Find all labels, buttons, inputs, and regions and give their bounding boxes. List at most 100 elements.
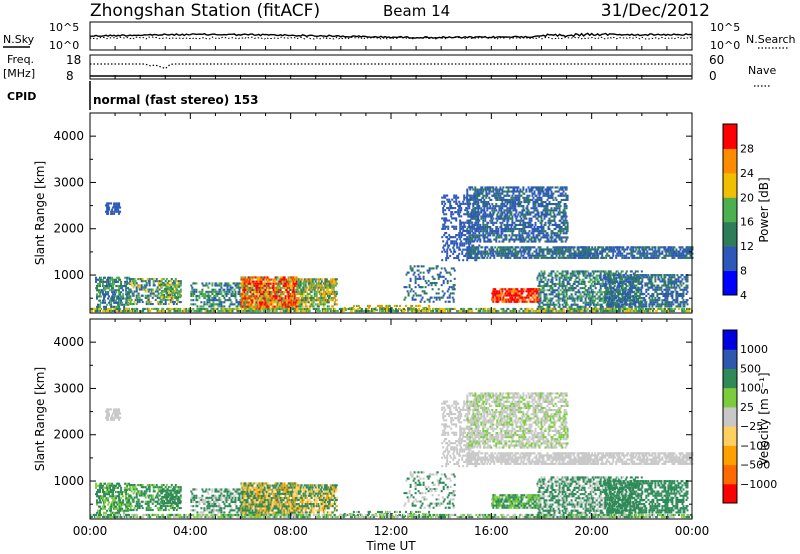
echo-cell: [518, 300, 521, 303]
echo-cell: [540, 223, 543, 226]
echo-cell: [469, 188, 472, 191]
echo-cell: [276, 293, 279, 296]
echo-cell: [111, 282, 114, 285]
echo-cell: [486, 194, 489, 197]
echo-cell: [220, 284, 223, 287]
echo-cell: [202, 294, 205, 297]
echo-cell: [555, 209, 558, 212]
echo-cell: [519, 211, 522, 214]
echo-cell: [497, 192, 500, 195]
echo-cell: [267, 295, 270, 298]
echo-cell: [474, 213, 477, 216]
echo-cell: [463, 196, 466, 199]
echo-cell: [100, 278, 102, 281]
echo-cell: [543, 282, 546, 285]
echo-cell: [540, 236, 543, 239]
echo-cell: [172, 280, 175, 283]
echo-cell: [448, 238, 451, 241]
echo-cell: [571, 270, 574, 273]
echo-cell: [518, 201, 521, 204]
echo-cell: [598, 282, 601, 285]
echo-cell: [322, 282, 325, 285]
echo-cell: [317, 282, 320, 285]
echo-cell: [466, 232, 469, 235]
echo-cell: [552, 289, 555, 292]
echo-cell: [546, 211, 549, 214]
echo-cell: [164, 289, 167, 292]
echo-cell: [513, 190, 516, 193]
echo-cell: [503, 300, 506, 303]
echo-cell: [138, 301, 141, 304]
echo-cell: [505, 300, 508, 303]
echo-cell: [578, 256, 581, 259]
echo-cell: [331, 299, 334, 302]
echo-cell: [238, 288, 241, 291]
echo-cell: [552, 223, 555, 226]
echo-cell: [252, 293, 255, 296]
echo-cell: [292, 301, 295, 304]
echo-cell: [563, 252, 566, 255]
echo-cell: [325, 290, 328, 293]
echo-cell: [612, 291, 615, 294]
echo-cell: [206, 299, 209, 302]
echo-cell: [111, 291, 114, 294]
echo-cell: [162, 282, 165, 285]
echo-cell: [254, 297, 257, 300]
echo-cell: [520, 194, 523, 197]
echo-cell: [563, 205, 566, 208]
echo-cell: [580, 299, 583, 302]
echo-cell: [539, 297, 542, 300]
echo-cell: [454, 207, 457, 210]
echo-cell: [170, 285, 173, 288]
echo-cell: [517, 190, 520, 193]
echo-cell: [476, 240, 479, 243]
echo-cell: [572, 248, 575, 251]
echo-cell: [322, 288, 325, 291]
echo-cell: [539, 299, 542, 302]
echo-cell: [517, 238, 520, 241]
echo-cell: [190, 290, 193, 293]
echo-cell: [442, 209, 445, 212]
echo-cell: [493, 298, 496, 301]
echo-cell: [109, 280, 112, 283]
echo-cell: [527, 213, 530, 216]
echo-cell: [152, 292, 155, 295]
echo-cell: [539, 192, 542, 195]
echo-cell: [102, 301, 104, 304]
echo-cell: [462, 200, 465, 203]
echo-cell: [274, 280, 277, 283]
echo-cell: [304, 284, 307, 287]
echo-cell: [558, 293, 561, 296]
echo-cell: [536, 236, 539, 239]
echo-cell: [319, 299, 322, 302]
echo-cell: [272, 282, 275, 285]
echo-cell: [602, 301, 605, 304]
echo-cell: [538, 280, 541, 283]
echo-cell: [317, 299, 320, 302]
echo-cell: [469, 202, 472, 205]
echo-cell: [544, 240, 547, 243]
echo-cell: [474, 209, 477, 212]
echo-cell: [496, 190, 499, 193]
echo-cell: [490, 213, 493, 216]
echo-cell: [493, 234, 496, 237]
echo-cell: [596, 301, 599, 304]
echo-cell: [562, 270, 565, 273]
echo-cell: [540, 198, 543, 201]
echo-cell: [544, 221, 547, 224]
echo-cell: [582, 274, 585, 277]
echo-cell: [119, 295, 122, 298]
echo-cell: [332, 288, 335, 291]
echo-cell: [460, 207, 463, 210]
echo-cell: [125, 303, 128, 306]
echo-cell: [548, 299, 551, 302]
echo-cell: [222, 294, 225, 297]
echo-cell: [444, 209, 447, 212]
echo-cell: [557, 297, 560, 300]
echo-cell: [247, 288, 250, 291]
echo-cell: [458, 207, 461, 210]
echo-cell: [551, 186, 554, 189]
echo-cell: [555, 293, 558, 296]
echo-cell: [507, 188, 510, 191]
echo-cell: [527, 209, 530, 212]
